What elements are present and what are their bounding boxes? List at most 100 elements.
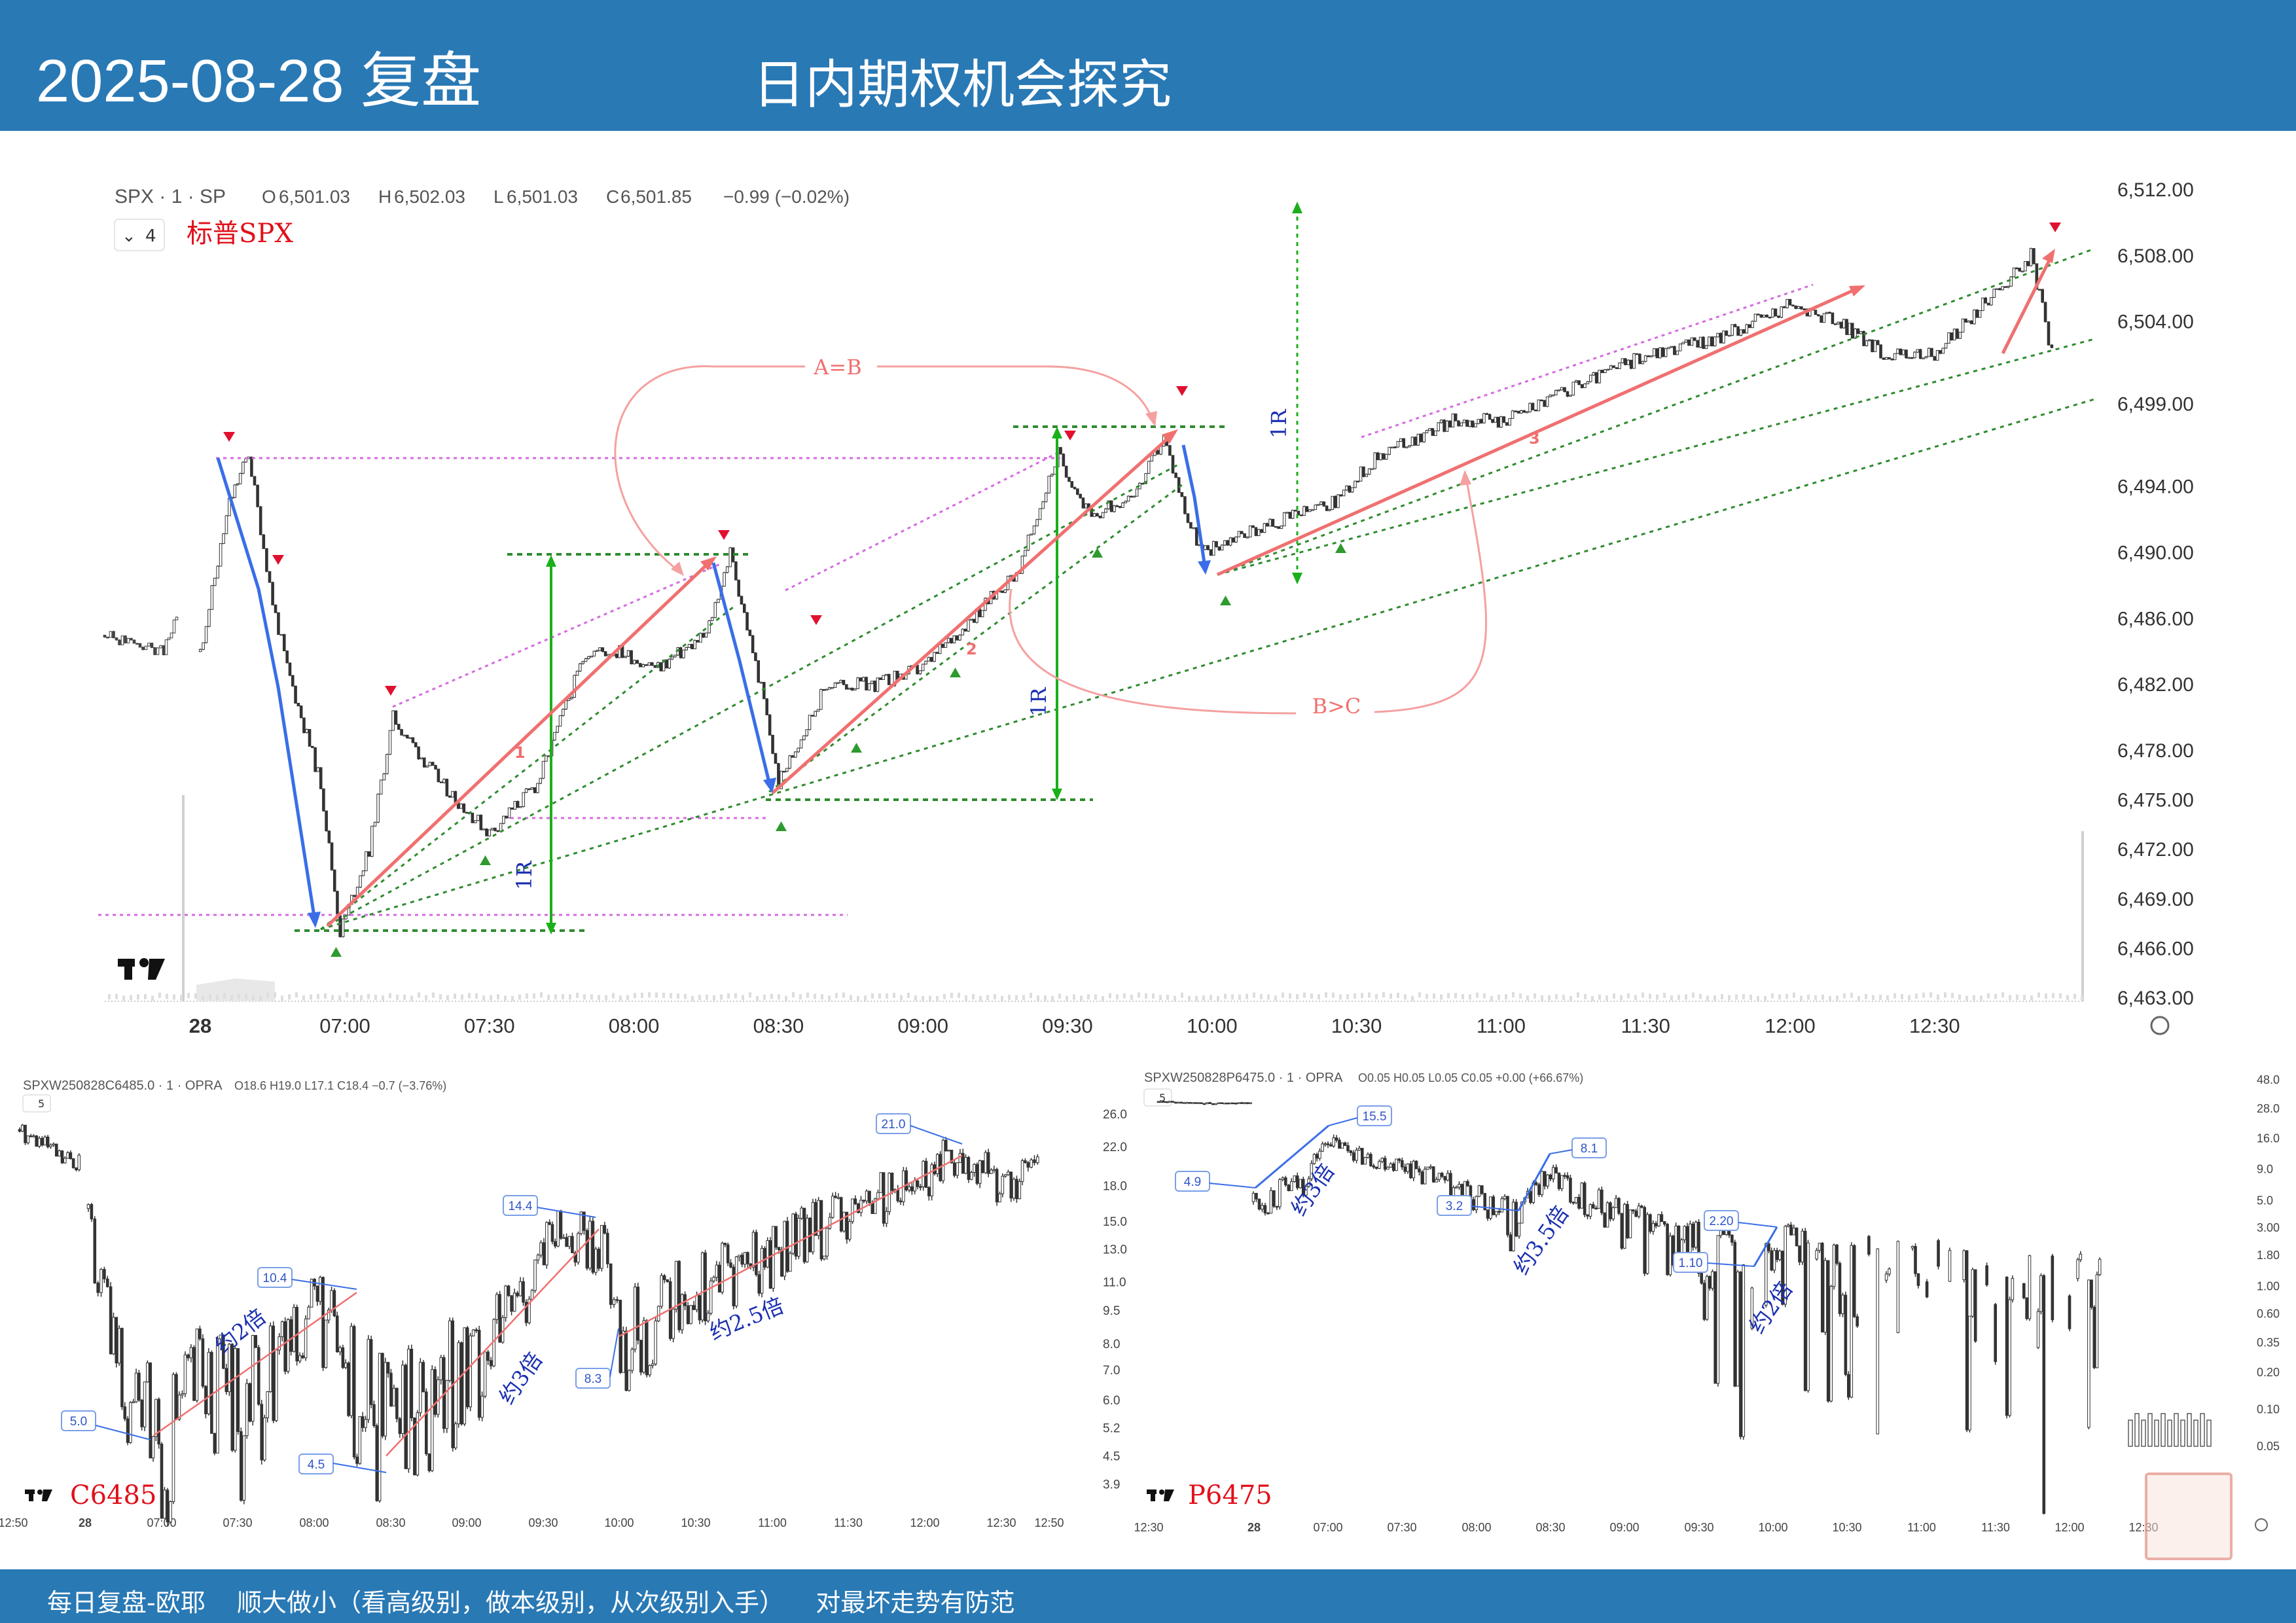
spx-candle — [1604, 369, 1607, 374]
indicator-toggle-button[interactable] — [114, 219, 165, 251]
call-indicator-toggle[interactable] — [22, 1094, 51, 1113]
spx-candle — [2012, 267, 2016, 277]
call-candle — [642, 1320, 646, 1373]
call-y-axis: 26.022.018.015.013.011.09.58.07.06.05.24… — [1103, 1108, 1127, 1491]
call-candle — [201, 1338, 205, 1387]
put-candle — [1597, 1189, 1601, 1209]
put-candle — [1406, 1163, 1410, 1172]
spx-candle — [1822, 313, 1826, 323]
put-candle — [1973, 1269, 1977, 1342]
spx-candle — [850, 688, 854, 690]
volume-bar — [864, 995, 867, 1001]
spx-candle — [2007, 285, 2010, 288]
x-tick-label: 12:00 — [1765, 1014, 1816, 1037]
spx-candle — [647, 662, 651, 666]
spx-candle — [673, 654, 677, 658]
call-x-tick-label: 11:00 — [758, 1516, 787, 1529]
volume-bar — [331, 995, 334, 1001]
spx-candle — [210, 585, 214, 610]
spx-candle — [1396, 440, 1400, 448]
volume-bar — [1094, 994, 1097, 1000]
put-y-tick-label: 3.00 — [2257, 1221, 2280, 1234]
call-pre-candle — [58, 1150, 61, 1157]
put-candle — [1560, 1175, 1564, 1189]
spx-candle — [665, 659, 668, 669]
spx-candle — [1390, 446, 1394, 448]
put-candle — [2193, 1419, 2198, 1447]
spx-candle — [242, 461, 245, 474]
put-candle — [1614, 1198, 1618, 1208]
volume-bar — [1793, 992, 1795, 998]
spx-candle — [1973, 310, 1976, 325]
call-candle — [1036, 1156, 1039, 1164]
spx-candle — [788, 755, 792, 769]
settings-gear-icon[interactable] — [2150, 1016, 2170, 1035]
volume-bar — [1066, 995, 1068, 1001]
volume-bar — [929, 995, 931, 1001]
spx-candle — [1839, 321, 1843, 329]
put-pre-candle — [1160, 1101, 1163, 1103]
spx-symbol-line: SPX · 1 · SP — [115, 186, 226, 207]
call-candle — [732, 1266, 736, 1307]
spx-candle — [1104, 508, 1107, 513]
put-candle — [1850, 1245, 1854, 1398]
call-pre-candle — [18, 1129, 22, 1132]
spx-candle — [1635, 353, 1639, 355]
call-candle — [171, 1374, 175, 1503]
call-candle — [660, 1275, 663, 1307]
spx-candle — [308, 728, 312, 747]
spx-candle — [955, 635, 959, 641]
spx-candle — [533, 787, 537, 793]
volume-bar — [418, 992, 420, 998]
put-callout-line — [1328, 1117, 1358, 1126]
volume-bar — [1656, 994, 1659, 1000]
call-candle — [132, 1401, 135, 1404]
spx-candle — [853, 688, 857, 690]
volume-bar — [446, 995, 449, 1001]
call-candle — [129, 1402, 132, 1443]
call-candle — [1009, 1171, 1013, 1199]
put-indicator-toggle[interactable] — [1143, 1088, 1172, 1107]
call-candle — [986, 1152, 990, 1174]
spx-candle — [757, 660, 761, 683]
put-multiple-label: 约3.5倍 — [1509, 1201, 1574, 1279]
put-candle — [2022, 1283, 2026, 1298]
spx-candle — [819, 689, 823, 710]
spx-candle — [1428, 428, 1431, 431]
call-candle — [851, 1198, 854, 1222]
put-y-tick-label: 0.35 — [2257, 1336, 2280, 1349]
call-candle — [516, 1293, 519, 1296]
spx-candle — [1322, 501, 1326, 507]
spx-candle — [528, 788, 531, 791]
volume-bar — [958, 992, 960, 998]
call-x-tick-label: 12:50 — [1034, 1516, 1064, 1529]
spx-candle — [1549, 395, 1552, 397]
put-callout-line — [1549, 1149, 1573, 1154]
spx-candle — [519, 806, 522, 808]
call-candle — [134, 1372, 138, 1402]
spx-candle — [405, 734, 409, 739]
call-candle — [706, 1313, 710, 1321]
volume-bar — [547, 995, 550, 1001]
volume-bar — [338, 995, 341, 1001]
volume-bar — [1951, 993, 1954, 999]
spx-candle — [285, 651, 289, 664]
volume-bar — [1044, 995, 1047, 1001]
call-candle — [975, 1164, 979, 1184]
spx-candle — [1797, 306, 1801, 309]
spx-candle — [708, 620, 711, 633]
volume-bar — [173, 994, 175, 1000]
call-candle — [859, 1200, 863, 1213]
call-candle — [115, 1317, 118, 1364]
annotation-b-greater-c: B>C — [1312, 694, 1361, 719]
call-candle — [522, 1281, 525, 1303]
volume-bar — [922, 995, 924, 1001]
spx-candle — [420, 757, 423, 760]
spx-candle — [1871, 339, 1874, 352]
put-settings-icon[interactable] — [2255, 1518, 2268, 1531]
put-pre-candle — [1231, 1102, 1235, 1105]
spx-candle — [330, 842, 334, 870]
volume-bar — [900, 995, 903, 1001]
volume-bar — [1246, 993, 1248, 999]
